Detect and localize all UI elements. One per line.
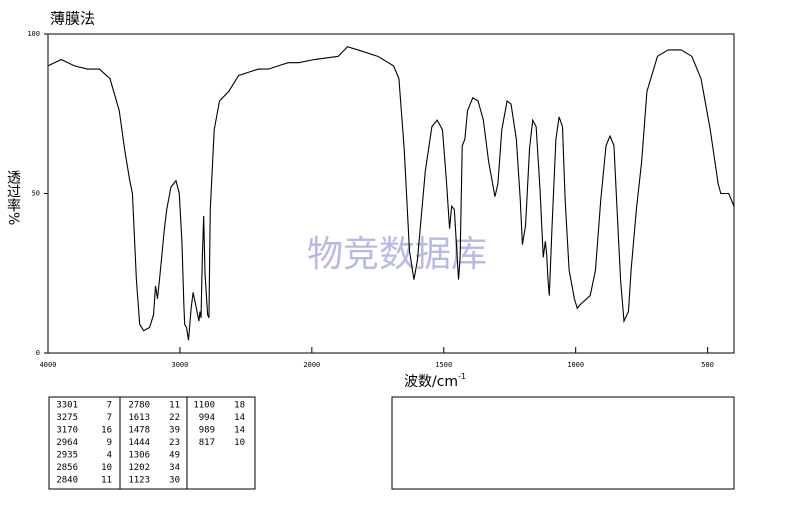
- peak-transmittance: 23: [169, 438, 180, 448]
- peak-wavenumber: 817: [199, 438, 215, 448]
- peak-table-frame: [48, 396, 256, 490]
- peak-transmittance: 9: [107, 438, 112, 448]
- x-axis-label-text: 波数/cm: [404, 374, 458, 390]
- peak-transmittance: 14: [234, 426, 245, 436]
- peak-wavenumber: 1123: [128, 476, 150, 486]
- peak-transmittance: 16: [101, 426, 112, 436]
- peak-wavenumber: 2840: [56, 476, 78, 486]
- peak-transmittance: 10: [101, 463, 112, 473]
- peak-wavenumber: 1202: [128, 463, 150, 473]
- peak-wavenumber: 2856: [56, 463, 78, 473]
- peak-transmittance: 11: [101, 476, 112, 486]
- peak-wavenumber: 1100: [193, 401, 215, 411]
- x-tick-label: 1500: [435, 361, 452, 369]
- peak-wavenumber: 989: [199, 426, 215, 436]
- peak-wavenumber: 1613: [128, 413, 150, 423]
- y-axis-label: 透过率%: [5, 170, 21, 225]
- peak-transmittance: 18: [234, 401, 245, 411]
- x-tick-label: 2000: [303, 361, 320, 369]
- peak-wavenumber: 1306: [128, 451, 150, 461]
- peak-transmittance: 7: [107, 401, 112, 411]
- peak-wavenumber: 1478: [128, 426, 150, 436]
- info-box: [391, 396, 735, 490]
- chart-title: 薄膜法: [50, 10, 95, 28]
- x-tick-label: 3000: [171, 361, 188, 369]
- peak-wavenumber: 3170: [56, 426, 78, 436]
- peak-transmittance: 22: [169, 413, 180, 423]
- peak-transmittance: 49: [169, 451, 180, 461]
- y-tick-label: 0: [36, 349, 40, 357]
- y-tick-label: 100: [27, 30, 40, 38]
- x-axis-label: 波数/cm-1: [404, 372, 466, 391]
- peak-wavenumber: 2935: [56, 451, 78, 461]
- peak-transmittance: 39: [169, 426, 180, 436]
- peak-transmittance: 34: [169, 463, 180, 473]
- x-tick-label: 1000: [567, 361, 584, 369]
- x-tick-label: 4000: [40, 361, 57, 369]
- peak-transmittance: 7: [107, 413, 112, 423]
- peak-wavenumber: 2964: [56, 438, 78, 448]
- peak-transmittance: 10: [234, 438, 245, 448]
- peak-transmittance: 11: [169, 401, 180, 411]
- peak-transmittance: 4: [107, 451, 112, 461]
- x-tick-label: 500: [701, 361, 714, 369]
- x-axis-label-sup: -1: [458, 372, 466, 381]
- peak-wavenumber: 3275: [56, 413, 78, 423]
- plot-frame: [47, 33, 735, 354]
- peak-transmittance: 30: [169, 476, 180, 486]
- peak-transmittance: 14: [234, 413, 245, 423]
- peak-wavenumber: 2780: [128, 401, 150, 411]
- spectrum-line: [47, 46, 735, 341]
- peak-wavenumber: 3301: [56, 401, 78, 411]
- peak-wavenumber: 1444: [128, 438, 150, 448]
- peak-wavenumber: 994: [199, 413, 215, 423]
- y-tick-label: 50: [32, 190, 40, 198]
